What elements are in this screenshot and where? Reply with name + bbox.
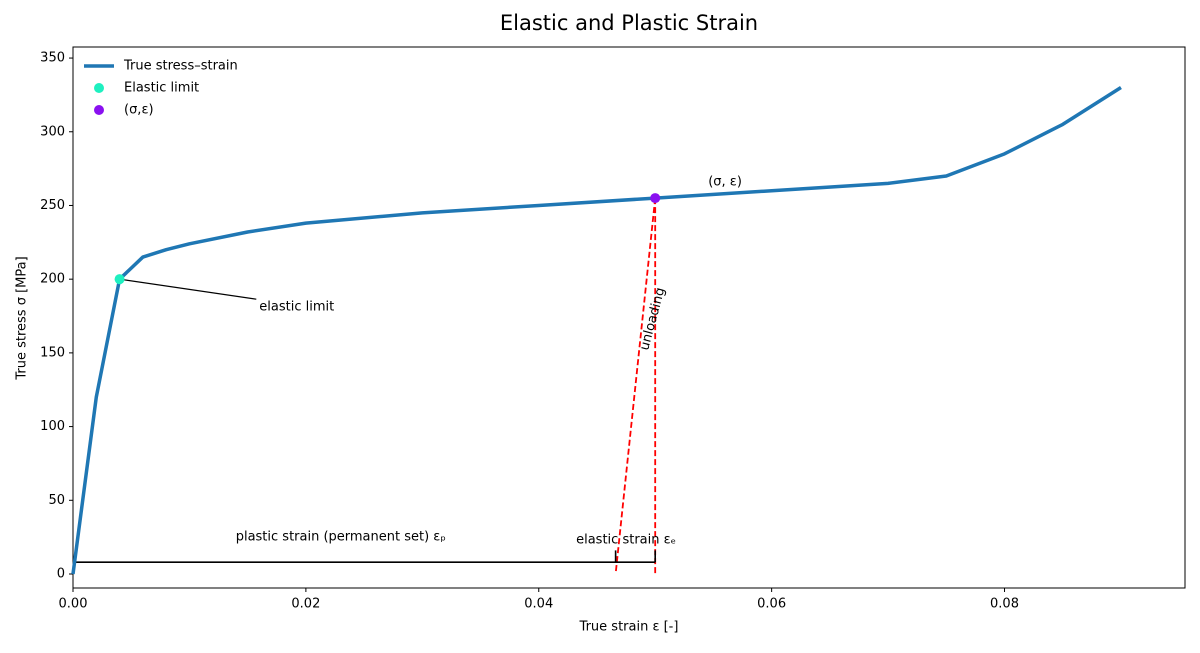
x-tick-label: 0.00 <box>59 597 88 612</box>
y-axis-label: True stress σ [MPa] <box>15 256 30 380</box>
x-axis-label: True strain ε [-] <box>579 620 679 635</box>
legend-label: Elastic limit <box>124 81 199 96</box>
y-tick-label: 0 <box>57 566 65 581</box>
y-tick-label: 250 <box>40 198 65 213</box>
x-tick-label: 0.04 <box>524 597 553 612</box>
data-point <box>650 193 661 204</box>
y-tick-label: 300 <box>40 124 65 139</box>
chart-title: Elastic and Plastic Strain <box>500 11 758 35</box>
annotation: elastic strain εₑ <box>576 533 676 548</box>
series-line <box>71 86 1122 575</box>
x-tick-label: 0.02 <box>291 597 320 612</box>
annotation: plastic strain (permanent set) εₚ <box>236 530 446 545</box>
legend-swatch <box>94 83 104 93</box>
plot-frame <box>72 46 1186 589</box>
data-point <box>114 274 125 285</box>
annotation-arrow <box>119 278 257 300</box>
legend-swatch <box>94 105 104 115</box>
x-tick-label: 0.06 <box>757 597 786 612</box>
annotation: elastic limit <box>259 300 334 315</box>
x-tick-label: 0.08 <box>990 597 1019 612</box>
y-tick-label: 150 <box>40 345 65 360</box>
legend-label: True stress–strain <box>123 59 238 74</box>
guide-line <box>614 198 657 575</box>
y-tick-label: 200 <box>40 272 65 287</box>
annotation: (σ, ε) <box>708 174 742 189</box>
y-tick-label: 50 <box>48 493 65 508</box>
y-tick-label: 100 <box>40 419 65 434</box>
legend-label: (σ,ε) <box>124 103 154 118</box>
y-tick-label: 350 <box>40 51 65 66</box>
